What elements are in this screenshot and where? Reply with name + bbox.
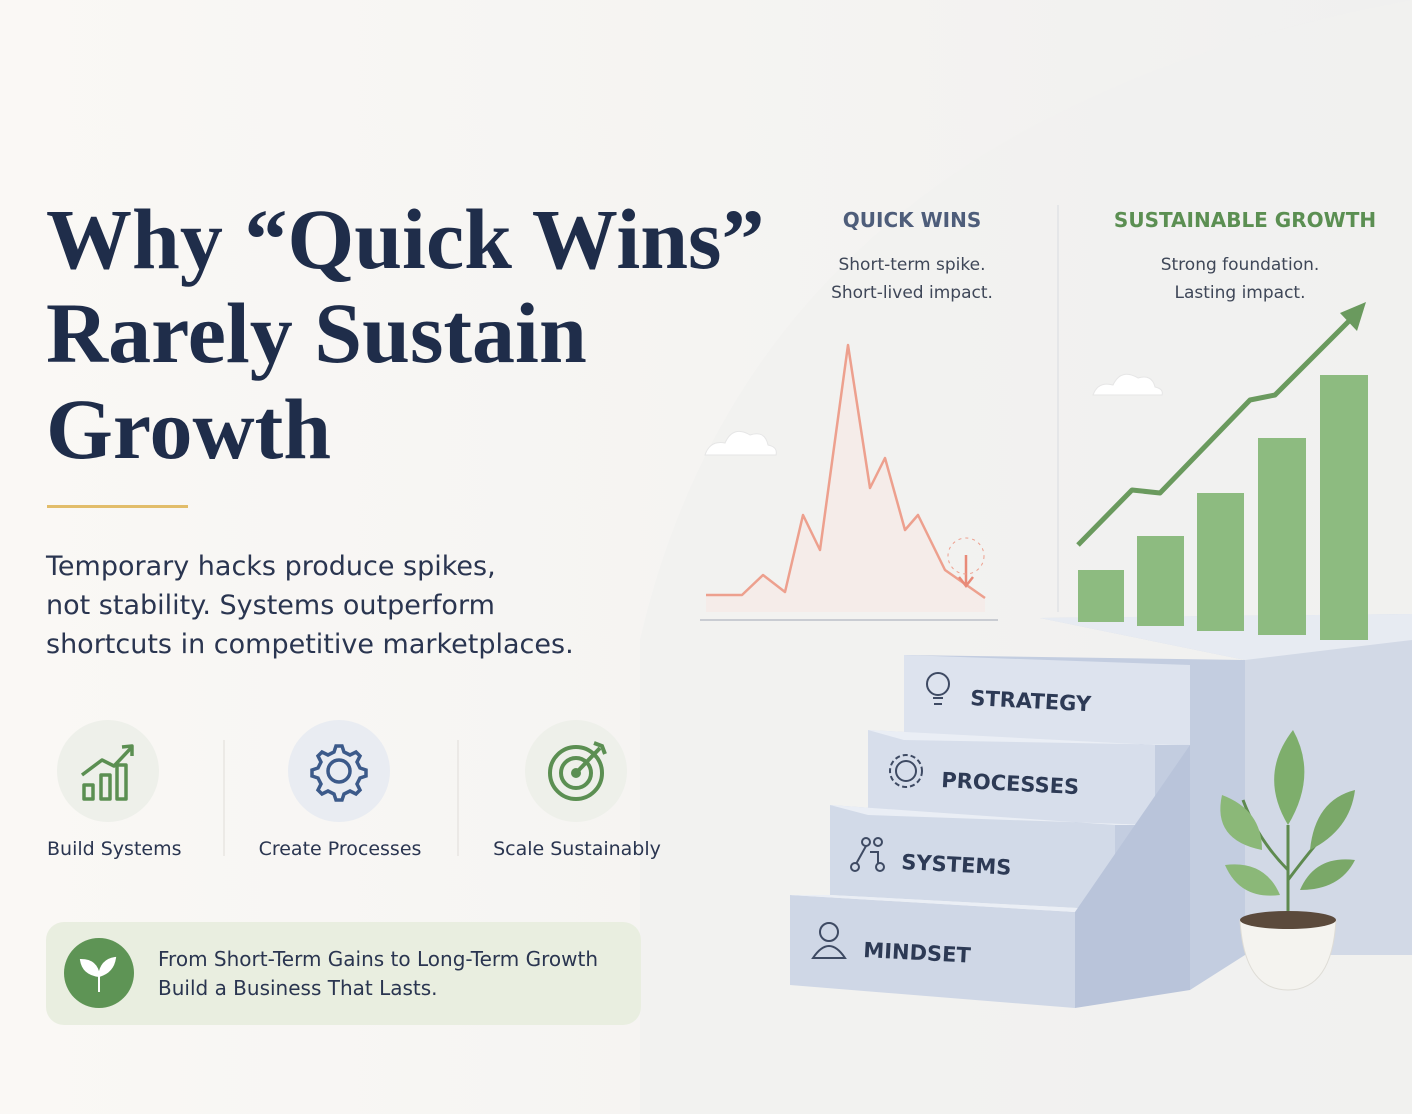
decoration: [310, 744, 368, 802]
decoration: [310, 744, 368, 802]
decoration: [830, 805, 1155, 825]
decoration: [46, 922, 641, 1025]
decoration: [850, 862, 860, 872]
decoration: [99, 773, 112, 801]
decoration: [115, 763, 128, 801]
decoration: [1240, 911, 1336, 929]
decoration: [1310, 790, 1355, 850]
label: shortcuts in competitive marketplaces.: [46, 629, 574, 660]
decoration: [1239, 919, 1337, 991]
decoration: [1300, 859, 1355, 890]
decoration: [326, 758, 352, 784]
decoration: [1225, 864, 1280, 896]
decoration: [1075, 745, 1190, 1008]
label: Short-term spike.: [838, 255, 985, 275]
decoration: [1092, 373, 1163, 396]
decoration: [1340, 302, 1366, 331]
label: Why “Quick Wins”: [46, 191, 765, 287]
decoration: [895, 760, 917, 782]
decoration: [1137, 536, 1184, 626]
decoration: [288, 720, 390, 822]
decoration: [819, 922, 839, 942]
decoration: [790, 895, 1075, 1008]
decoration: [706, 345, 985, 612]
decoration: [704, 430, 777, 456]
decoration: [790, 895, 1115, 912]
decoration: [571, 768, 581, 778]
decoration: [559, 756, 593, 790]
decoration: [868, 730, 1155, 825]
label: Scale Sustainably: [493, 838, 661, 860]
label: Strong foundation.: [1161, 255, 1320, 275]
label: Rarely Sustain: [46, 285, 587, 381]
decoration: [574, 746, 602, 775]
decoration: [1258, 438, 1306, 635]
decoration: [873, 837, 883, 847]
decoration: [1076, 316, 1354, 547]
decoration: [868, 730, 1190, 745]
decoration: [811, 945, 847, 959]
label: not stability. Systems outperform: [46, 590, 495, 621]
label: From Short-Term Gains to Long-Term Growt…: [158, 947, 598, 971]
label: Create Processes: [259, 838, 422, 860]
decoration: [1040, 614, 1412, 660]
decoration: [121, 744, 134, 756]
decoration: [904, 655, 1190, 745]
label: MINDSET: [863, 938, 972, 968]
label: Short-lived impact.: [831, 283, 993, 303]
decoration: [80, 746, 133, 777]
decoration: [706, 343, 986, 600]
decoration: [57, 720, 159, 822]
decoration: [947, 537, 985, 575]
decoration: [926, 672, 950, 696]
decoration: [875, 862, 885, 872]
decoration: [889, 754, 923, 788]
decoration: [47, 505, 188, 508]
label: Build a Business That Lasts.: [158, 976, 438, 1000]
decoration: [933, 697, 943, 705]
decoration: [593, 741, 607, 755]
decoration: [1078, 375, 1368, 640]
decoration: [548, 745, 604, 801]
decoration: [80, 744, 134, 801]
decoration: [79, 956, 117, 992]
decoration: [1320, 375, 1368, 640]
label: Lasting impact.: [1174, 283, 1305, 303]
decoration: [1197, 493, 1244, 631]
decoration: [548, 741, 607, 801]
decoration: [855, 845, 879, 865]
decoration: [1274, 730, 1305, 825]
label: Temporary hacks produce spikes,: [45, 551, 496, 582]
label: Build Systems: [47, 838, 181, 860]
decoration: [830, 805, 1115, 910]
label: Growth: [46, 381, 331, 477]
decoration: [811, 672, 950, 959]
decoration: [1078, 570, 1124, 622]
label: QUICK WINS: [843, 208, 981, 232]
decoration: [958, 555, 974, 589]
label: SYSTEMS: [901, 850, 1012, 880]
decoration: [1220, 795, 1262, 850]
label: SUSTAINABLE GROWTH: [1114, 208, 1376, 232]
decoration: [82, 783, 95, 801]
